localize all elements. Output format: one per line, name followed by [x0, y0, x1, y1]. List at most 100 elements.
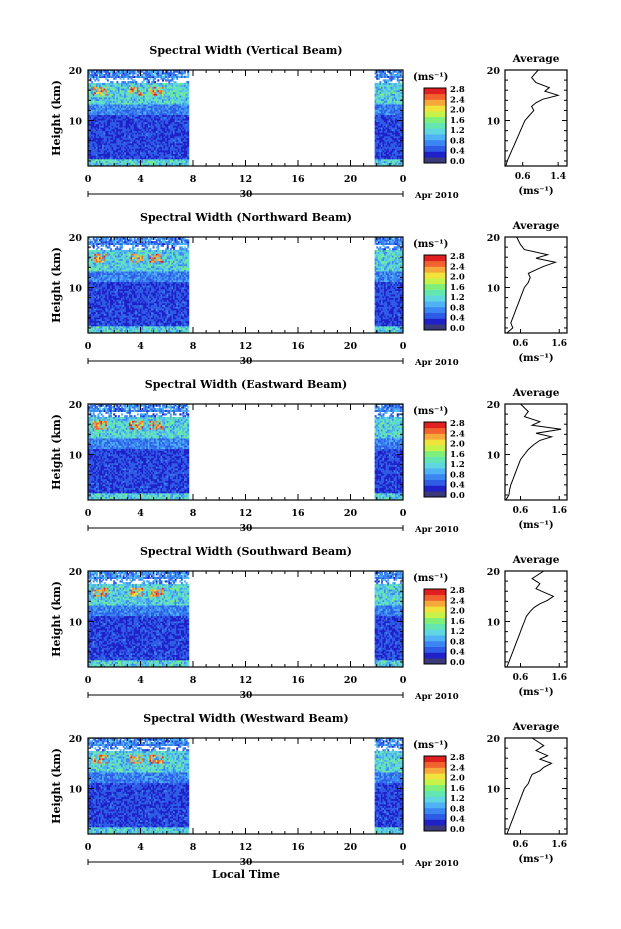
- heatmap-cell: [390, 162, 393, 165]
- heatmap-cell: [149, 135, 152, 139]
- heatmap-cell: [163, 146, 166, 149]
- heatmap-cell: [91, 82, 94, 86]
- heatmap-cell: [127, 116, 130, 119]
- heatmap-cell: [91, 75, 94, 78]
- heatmap-cell: [177, 111, 180, 114]
- heatmap-cell: [88, 89, 90, 93]
- heatmap-cell: [119, 77, 122, 80]
- heatmap-cell: [157, 148, 160, 151]
- heatmap-cell: [125, 139, 128, 142]
- heatmap-cell: [105, 143, 108, 146]
- heatmap-cell: [384, 155, 387, 158]
- heatmap-cell: [102, 89, 105, 93]
- heatmap-cell: [110, 102, 113, 105]
- heatmap-cell: [162, 164, 165, 167]
- heatmap-cell: [152, 130, 155, 133]
- heatmap-cell: [387, 97, 390, 100]
- heatmap-cell: [128, 158, 131, 162]
- heatmap-cell: [95, 120, 98, 123]
- heatmap-cell: [165, 164, 168, 167]
- heatmap-cell: [135, 97, 138, 100]
- heatmap-cell: [151, 112, 153, 116]
- heatmap-cell: [182, 157, 185, 160]
- heatmap-cell: [111, 148, 114, 151]
- heatmap-cell: [132, 107, 135, 110]
- heatmap-cell: [169, 146, 172, 149]
- heatmap-cell: [100, 135, 103, 139]
- heatmap-cell: [141, 109, 144, 112]
- heatmap-cell: [143, 141, 146, 144]
- panel-title: Spectral Width (Vertical Beam): [149, 44, 342, 57]
- heatmap-cell: [99, 88, 101, 91]
- heatmap-cell: [127, 74, 130, 77]
- heatmap-cell: [124, 132, 127, 135]
- heatmap-cell: [163, 144, 166, 147]
- heatmap-cell: [174, 70, 177, 73]
- heatmap-cell: [390, 157, 393, 160]
- heatmap-cell: [374, 128, 377, 132]
- heatmap-cell: [138, 111, 141, 114]
- heatmap-cell: [187, 86, 190, 89]
- heatmap-cell: [116, 102, 119, 105]
- heatmap-cell: [122, 121, 125, 124]
- heatmap-cell: [139, 84, 142, 87]
- heatmap-cell: [144, 125, 147, 128]
- heatmap-cell: [387, 109, 390, 112]
- heatmap-cell: [108, 86, 111, 89]
- heatmap-cell: [114, 104, 117, 107]
- heatmap-cell: [124, 100, 127, 103]
- heatmap-cell: [171, 95, 174, 98]
- heatmap-cell: [143, 93, 146, 96]
- heatmap-cell: [166, 109, 169, 112]
- heatmap-cell: [133, 143, 136, 146]
- heatmap-cell: [88, 100, 90, 103]
- heatmap-cell: [128, 112, 131, 116]
- heatmap-cell: [102, 148, 105, 151]
- heatmap-cell: [185, 143, 188, 146]
- heatmap-cell: [185, 150, 188, 153]
- heatmap-cell: [138, 114, 141, 117]
- heatmap-cell: [108, 98, 111, 101]
- heatmap-cell: [165, 75, 168, 78]
- heatmap-cell: [113, 158, 116, 162]
- heatmap-cell: [151, 146, 153, 149]
- heatmap-cell: [152, 155, 155, 158]
- heatmap-cell: [143, 127, 146, 130]
- heatmap-cell: [166, 100, 169, 103]
- heatmap-cell: [376, 98, 379, 101]
- heatmap-cell: [147, 70, 150, 73]
- heatmap-cell: [88, 105, 90, 109]
- heatmap-cell: [184, 150, 187, 153]
- heatmap-cell: [117, 139, 120, 142]
- heatmap-cell: [379, 120, 382, 123]
- heatmap-cell: [152, 95, 155, 98]
- heatmap-cell: [165, 148, 168, 151]
- heatmap-cell: [398, 79, 401, 82]
- heatmap-cell: [163, 125, 166, 128]
- heatmap-cell: [147, 143, 150, 146]
- heatmap-cell: [94, 141, 97, 144]
- heatmap-cell: [165, 127, 168, 130]
- heatmap-cell: [119, 164, 122, 167]
- heatmap-cell: [143, 100, 146, 103]
- heatmap-cell: [155, 75, 158, 78]
- heatmap-cell: [138, 104, 141, 107]
- heatmap-cell: [176, 100, 179, 103]
- heatmap-cell: [133, 141, 136, 144]
- heatmap-cell: [88, 93, 90, 96]
- heatmap-cell: [119, 121, 122, 124]
- heatmap-cell: [377, 118, 380, 121]
- heatmap-cell: [154, 98, 157, 101]
- heatmap-cell: [125, 150, 128, 153]
- heatmap-cell: [388, 123, 391, 126]
- heatmap-cell: [149, 141, 152, 144]
- heatmap-cell: [160, 72, 163, 75]
- heatmap-cell: [124, 72, 127, 75]
- heatmap-cell: [117, 82, 120, 86]
- heatmap-cell: [387, 139, 390, 142]
- heatmap-cell: [91, 162, 94, 165]
- heatmap-cell: [149, 105, 152, 109]
- heatmap-cell: [166, 128, 169, 132]
- heatmap-cell: [177, 84, 180, 87]
- heatmap-cell: [108, 88, 111, 91]
